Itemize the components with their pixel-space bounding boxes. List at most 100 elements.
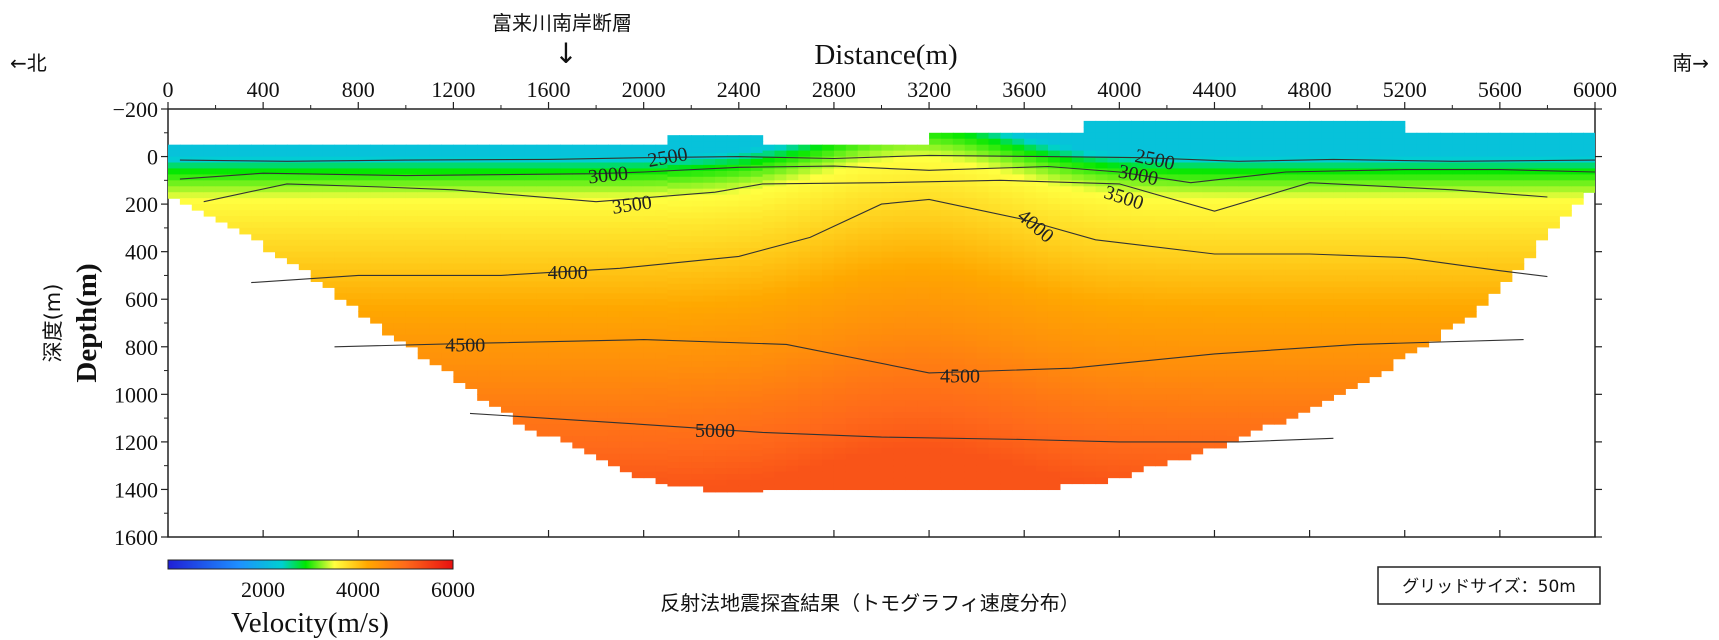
heatmap-cell: [1190, 323, 1204, 330]
heatmap-cell: [1202, 192, 1216, 199]
heatmap-cell: [1202, 126, 1216, 134]
heatmap-cell: [1262, 257, 1275, 265]
heatmap-cell: [358, 299, 371, 306]
heatmap-cell: [715, 325, 728, 332]
heatmap-cell: [1321, 216, 1334, 223]
heatmap-cell: [845, 239, 859, 247]
heatmap-cell: [655, 400, 669, 407]
heatmap-cell: [1059, 459, 1073, 467]
heatmap-cell: [1285, 162, 1299, 170]
heatmap-cell: [1273, 120, 1287, 128]
heatmap-cell: [1369, 346, 1382, 354]
heatmap-cell: [382, 257, 395, 265]
heatmap-cell: [1036, 364, 1049, 372]
heatmap-cell: [667, 414, 680, 422]
heatmap-cell: [441, 221, 454, 229]
heatmap-cell: [976, 156, 990, 164]
heatmap-cell: [988, 328, 1002, 336]
heatmap-cell: [822, 465, 835, 473]
heatmap-cell: [798, 245, 811, 253]
heatmap-cell: [417, 180, 431, 187]
heatmap-cell: [679, 230, 692, 237]
heatmap-cell: [810, 251, 823, 259]
heatmap-cell: [1357, 221, 1370, 229]
heatmap-cell: [1059, 388, 1073, 395]
heatmap-cell: [524, 388, 538, 395]
heatmap-cell: [857, 293, 871, 300]
heatmap-cell: [1071, 394, 1085, 401]
heatmap-cell: [1285, 150, 1299, 158]
heatmap-cell: [512, 334, 526, 342]
heatmap-cell: [940, 150, 954, 158]
heatmap-cell: [1047, 180, 1061, 187]
heatmap-cell: [1416, 233, 1430, 241]
heatmap-cell: [1380, 120, 1394, 128]
heatmap-cell: [1369, 358, 1382, 366]
heatmap-cell: [929, 400, 942, 407]
heatmap-cell: [1214, 317, 1227, 324]
heatmap-cell: [762, 281, 776, 288]
heatmap-cell: [857, 346, 871, 354]
heatmap-cell: [810, 430, 823, 437]
heatmap-cell: [952, 138, 966, 146]
heatmap-cell: [1036, 358, 1049, 366]
heatmap-cell: [524, 424, 538, 431]
heatmap-cell: [905, 340, 918, 348]
heatmap-cell: [251, 156, 264, 164]
heatmap-cell: [1000, 287, 1013, 294]
heatmap-cell: [857, 323, 871, 330]
heatmap-cell: [845, 150, 859, 158]
heatmap-cell: [382, 192, 395, 199]
heatmap-cell: [869, 352, 883, 360]
heatmap-cell: [477, 174, 490, 181]
heatmap-cell: [1190, 168, 1204, 175]
heatmap-cell: [596, 269, 609, 277]
heatmap-cell: [750, 236, 764, 243]
heatmap-cell: [679, 331, 692, 338]
heatmap-cell: [905, 239, 918, 247]
heatmap-cell: [1297, 257, 1311, 265]
heatmap-cell: [833, 394, 847, 401]
heatmap-cell: [893, 346, 906, 354]
heatmap-cell: [845, 269, 859, 277]
heatmap-cell: [905, 299, 918, 306]
heatmap-cell: [691, 390, 704, 398]
heatmap-cell: [798, 346, 811, 354]
heatmap-cell: [1273, 334, 1287, 342]
heatmap-cell: [500, 406, 514, 413]
heatmap-cell: [1047, 174, 1061, 181]
heatmap-cell: [429, 257, 443, 265]
heatmap-cell: [893, 477, 906, 485]
heatmap-cell: [1095, 162, 1109, 170]
heatmap-cell: [263, 204, 276, 211]
heatmap-cell: [393, 198, 407, 205]
heatmap-cell: [1392, 346, 1406, 354]
heatmap-cell: [524, 210, 538, 217]
heatmap-cell: [1297, 150, 1311, 158]
heatmap-cell: [715, 456, 728, 463]
heatmap-cell: [465, 358, 478, 366]
heatmap-cell: [1202, 204, 1216, 211]
heatmap-cell: [798, 257, 811, 265]
heatmap-cell: [881, 227, 894, 235]
heatmap-cell: [929, 168, 942, 175]
heatmap-cell: [1321, 227, 1334, 235]
heatmap-cell: [869, 477, 883, 485]
heatmap-cell: [715, 396, 728, 404]
heatmap-cell: [726, 212, 740, 219]
heatmap-cell: [417, 293, 431, 300]
heatmap-cell: [512, 162, 526, 170]
heatmap-cell: [1392, 156, 1406, 164]
heatmap-cell: [679, 396, 692, 404]
heatmap-cell: [596, 447, 609, 455]
heatmap-cell: [869, 328, 883, 336]
heatmap-cell: [703, 468, 716, 475]
heatmap-cell: [1238, 126, 1251, 134]
heatmap-cell: [762, 257, 776, 265]
heatmap-cell: [1059, 394, 1073, 401]
heatmap-cell: [1369, 364, 1382, 372]
heatmap-cell: [976, 251, 990, 259]
heatmap-cell: [976, 216, 990, 223]
heatmap-cell: [1178, 328, 1192, 336]
heatmap-cell: [560, 334, 573, 342]
